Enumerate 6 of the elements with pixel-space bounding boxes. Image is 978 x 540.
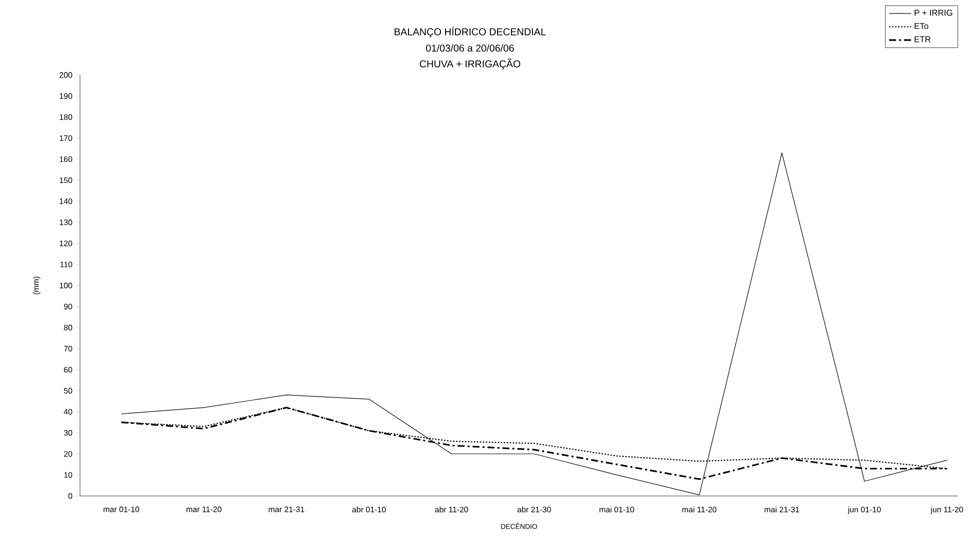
text: CHUVA + IRRIGAÇÃO — [420, 58, 520, 70]
legend-label: ETo — [914, 23, 928, 30]
chart-subtitle: 01/03/06 a 20/06/06 — [426, 44, 514, 52]
chart-title: BALANÇO HÍDRICO DECENDIAL — [394, 26, 546, 38]
legend-label: P + IRRIG — [914, 10, 952, 16]
legend-label: ETR — [914, 36, 931, 42]
